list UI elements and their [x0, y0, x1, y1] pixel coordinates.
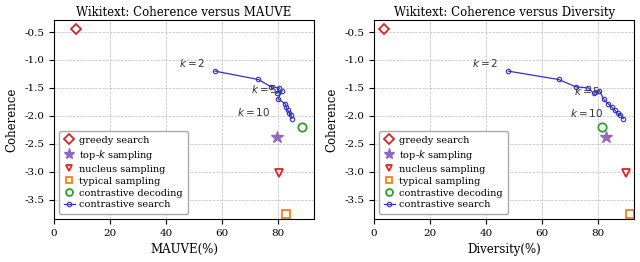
Legend: greedy search, top-$k$ sampling, nucleus sampling, typical sampling, contrastive: greedy search, top-$k$ sampling, nucleus…	[379, 131, 508, 214]
Text: $k=2$: $k=2$	[179, 57, 205, 69]
X-axis label: Diversity(%): Diversity(%)	[467, 243, 541, 256]
Legend: greedy search, top-$k$ sampling, nucleus sampling, typical sampling, contrastive: greedy search, top-$k$ sampling, nucleus…	[59, 131, 188, 214]
Y-axis label: Coherence: Coherence	[6, 87, 19, 152]
Y-axis label: Coherence: Coherence	[326, 87, 339, 152]
Text: $k=10$: $k=10$	[237, 106, 271, 118]
Title: Wikitext: Coherence versus Diversity: Wikitext: Coherence versus Diversity	[394, 6, 614, 19]
Text: $k=2$: $k=2$	[472, 57, 498, 69]
Text: $k=10$: $k=10$	[570, 107, 603, 119]
Text: $k=5$: $k=5$	[574, 85, 601, 97]
Title: Wikitext: Coherence versus MAUVE: Wikitext: Coherence versus MAUVE	[76, 6, 292, 19]
Text: $k=5$: $k=5$	[252, 84, 278, 95]
X-axis label: MAUVE(%): MAUVE(%)	[150, 243, 218, 256]
